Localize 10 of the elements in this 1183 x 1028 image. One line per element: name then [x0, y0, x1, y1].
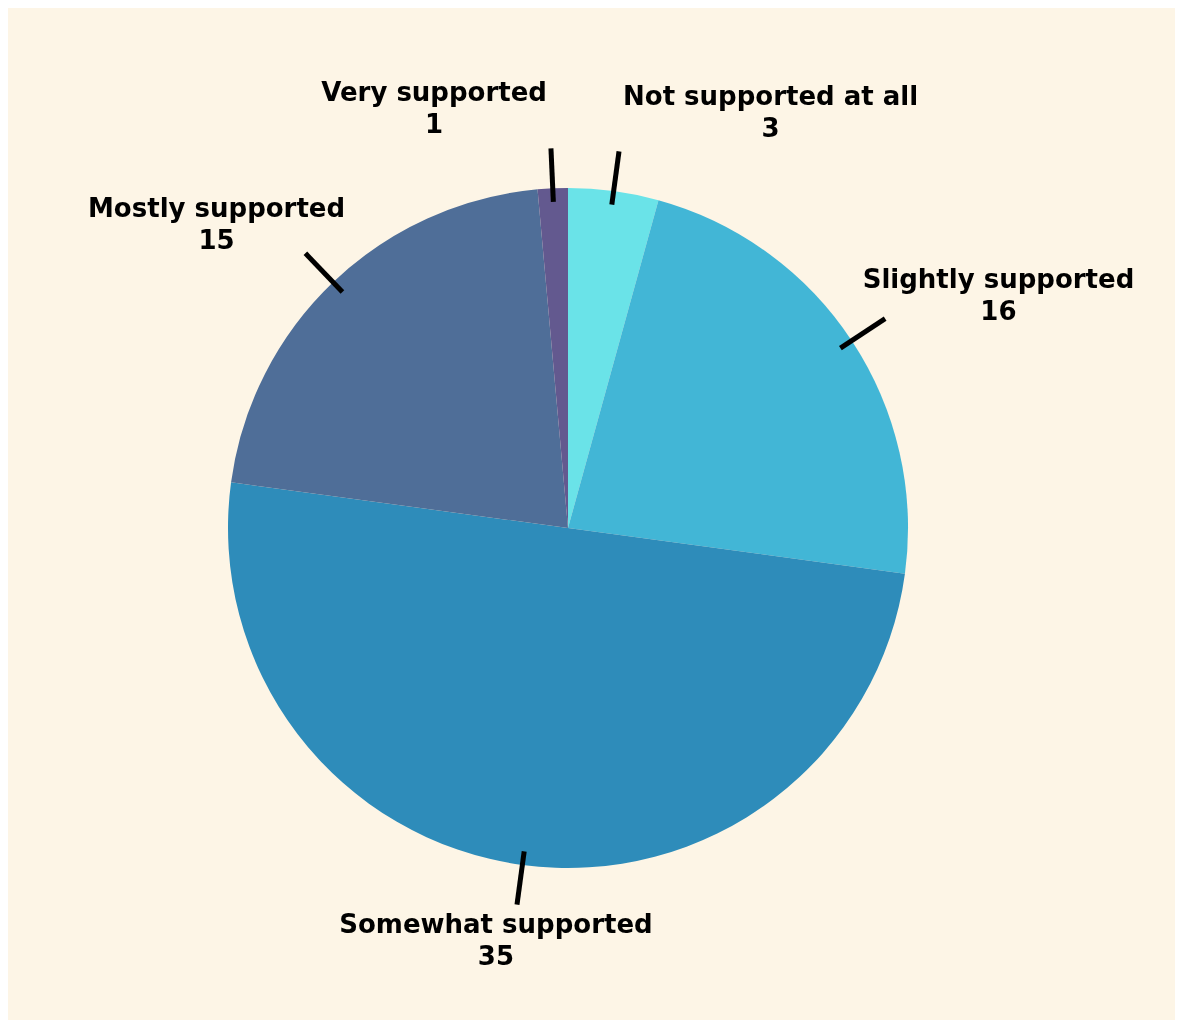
slice-label: Somewhat supported — [339, 908, 653, 939]
data-label: 15 — [198, 224, 235, 255]
data-label: 3 — [761, 112, 780, 143]
data-label: 16 — [980, 296, 1017, 327]
slice-label: Slightly supported — [862, 264, 1135, 295]
slice-label: Not supported at all — [623, 80, 919, 111]
slice-label: Mostly supported — [87, 192, 346, 223]
data-label: 35 — [477, 940, 515, 971]
slice-label: Very supported — [321, 77, 547, 108]
data-label: 1 — [425, 109, 444, 140]
